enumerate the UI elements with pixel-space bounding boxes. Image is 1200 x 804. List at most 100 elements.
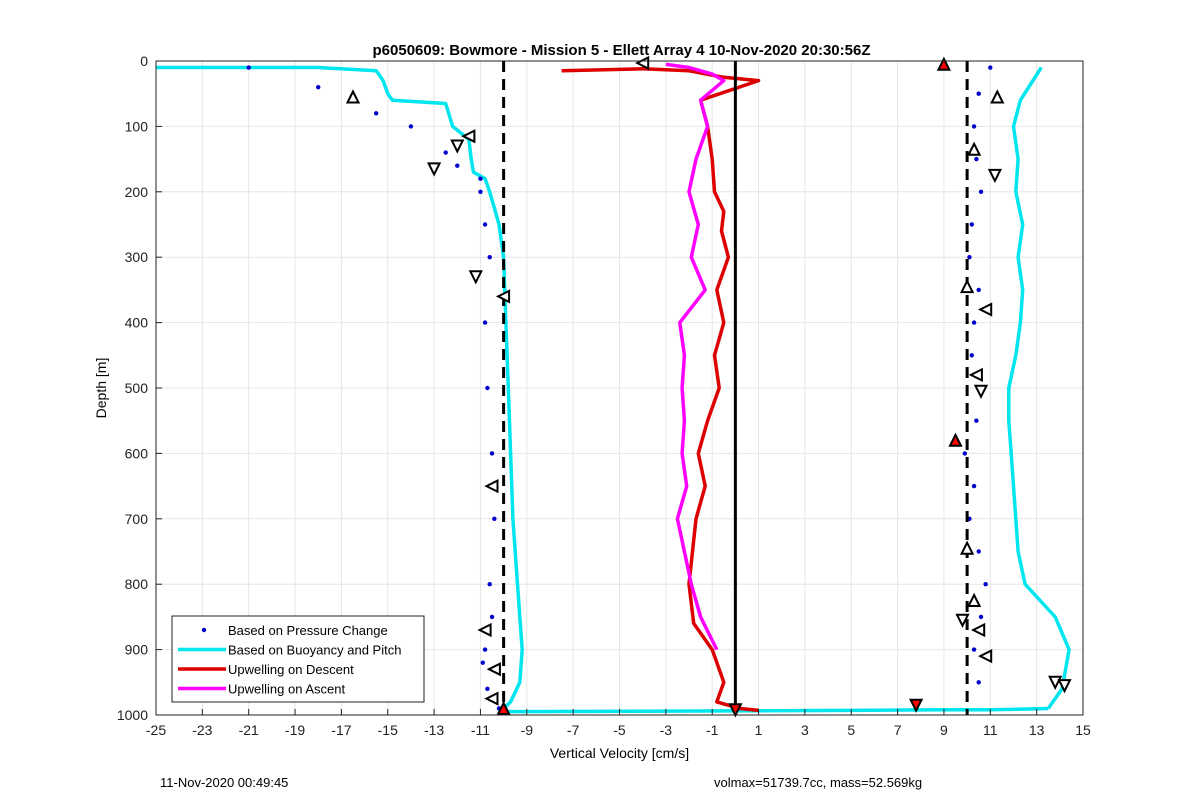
up-triangle-marker: [948, 432, 963, 447]
left-triangle-marker: [977, 302, 993, 317]
y-tick-label: 400: [125, 315, 149, 331]
legend-entry-label: Based on Pressure Change: [228, 623, 388, 638]
pressure-change-point: [976, 549, 981, 554]
pressure-change-point: [974, 156, 979, 162]
x-tick-label: 15: [1075, 722, 1091, 738]
down-triangle-marker: [1057, 679, 1072, 694]
down-triangle-marker: [908, 698, 924, 713]
y-tick-label: 700: [125, 511, 149, 527]
pressure-change-point: [976, 680, 981, 685]
pressure-change-point: [978, 614, 984, 620]
pressure-change-point: [969, 353, 974, 358]
left-triangle-marker: [977, 648, 993, 664]
y-tick-label: 600: [125, 445, 149, 461]
left-triangle-marker: [484, 691, 499, 706]
pressure-change-point: [976, 287, 981, 293]
left-triangle-marker: [486, 662, 501, 677]
pressure-change-point: [478, 189, 483, 194]
down-triangle-marker: [450, 139, 465, 154]
based-on-buoyancy-and-pitch-line: [156, 65, 524, 710]
marker-layer: [345, 55, 1072, 718]
legend: Based on Pressure Change Based on Buoyanc…: [171, 615, 425, 703]
x-tick-label: -7: [567, 722, 580, 738]
pressure-change-point: [482, 222, 488, 227]
pressure-change-point: [485, 385, 490, 391]
reference-lines: [502, 61, 969, 715]
x-tick-label: -19: [285, 722, 305, 738]
pressure-change-point: [455, 163, 460, 168]
pressure-change-point: [489, 451, 495, 456]
down-triangle-marker: [973, 384, 989, 400]
left-triangle-marker: [495, 289, 511, 304]
footer-glider-params: volmax=51739.7cc, mass=52.569kg: [714, 775, 923, 790]
x-tick-label: 1: [755, 722, 763, 738]
pressure-change-point: [967, 255, 972, 260]
pressure-change-point: [976, 91, 981, 96]
pressure-change-point: [971, 124, 977, 129]
x-tick-label: 7: [894, 722, 902, 738]
up-triangle-marker: [966, 592, 982, 607]
up-triangle-marker: [345, 89, 361, 104]
x-tick-label: -11: [471, 722, 490, 738]
y-axis-label: Depth [m]: [93, 358, 109, 419]
footer-timestamp: 11-Nov-2020 00:49:45: [160, 775, 289, 790]
left-triangle-marker: [461, 129, 476, 144]
left-triangle-marker: [484, 478, 499, 494]
down-triangle-marker: [955, 613, 970, 628]
chart-title: p6050609: Bowmore - Mission 5 - Ellett A…: [373, 42, 871, 59]
y-tick-label: 500: [125, 380, 149, 396]
x-tick-label: -13: [424, 722, 444, 738]
pressure-change-point: [971, 647, 977, 652]
y-tick-label: 1000: [117, 707, 148, 723]
pressure-change-point: [443, 150, 448, 155]
up-triangle-marker: [990, 89, 1005, 104]
pressure-change-point: [969, 222, 974, 227]
x-tick-label: -21: [239, 722, 259, 738]
tick-layer: -25 -23 -21 -19 -17 -15 -13 -11 -9 -7 -5 -3 -1 1 3 5 7 9 1…: [117, 53, 1091, 738]
up-triangle-marker: [936, 56, 952, 71]
upwelling-on-ascent-line: [665, 62, 726, 651]
x-tick-label: -5: [613, 722, 626, 738]
up-triangle-marker: [959, 278, 975, 294]
pressure-change-point: [983, 582, 988, 587]
pressure-change-point: [492, 516, 497, 521]
x-axis-label: Vertical Velocity [cm/s]: [550, 745, 689, 761]
pressure-change-point: [487, 255, 492, 260]
legend-entry-label: Upwelling on Descent: [228, 662, 354, 677]
pressure-change-point: [373, 111, 379, 116]
y-tick-label: 800: [125, 576, 149, 592]
x-tick-label: -17: [331, 722, 351, 738]
down-triangle-marker: [987, 168, 1003, 184]
based-on-buoyancy-and-pitch-line: [1007, 66, 1071, 710]
down-triangle-marker: [468, 270, 483, 285]
legend-entry-label: Based on Buoyancy and Pitch: [228, 643, 401, 658]
y-tick-label: 900: [125, 642, 149, 658]
x-tick-label: -1: [706, 722, 719, 738]
y-tick-label: 300: [125, 249, 149, 265]
grid-layer: [155, 60, 1084, 716]
x-tick-label: -25: [146, 722, 166, 738]
pressure-change-point: [971, 320, 977, 325]
pressure-change-point: [978, 189, 984, 194]
pressure-change-point: [485, 686, 490, 692]
y-tick-label: 0: [140, 53, 148, 69]
pressure-change-point: [962, 451, 968, 456]
x-tick-label: 3: [801, 722, 809, 738]
down-triangle-marker: [728, 703, 743, 718]
pressure-change-point: [487, 582, 492, 587]
left-triangle-marker: [477, 622, 492, 638]
left-triangle-marker: [970, 622, 986, 638]
up-triangle-marker: [496, 700, 511, 715]
pressure-change-point: [478, 176, 483, 181]
x-tick-label: 9: [940, 722, 948, 738]
legend-swatch-dot: [201, 627, 207, 633]
x-tick-label: 11: [983, 722, 998, 738]
pressure-change-point: [482, 647, 488, 652]
y-tick-label: 200: [125, 184, 149, 200]
pressure-change-point: [316, 84, 321, 90]
pressure-change-point: [480, 660, 485, 665]
left-triangle-marker: [968, 367, 983, 383]
x-tick-label: -9: [521, 722, 534, 738]
pressure-change-point: [489, 614, 495, 620]
